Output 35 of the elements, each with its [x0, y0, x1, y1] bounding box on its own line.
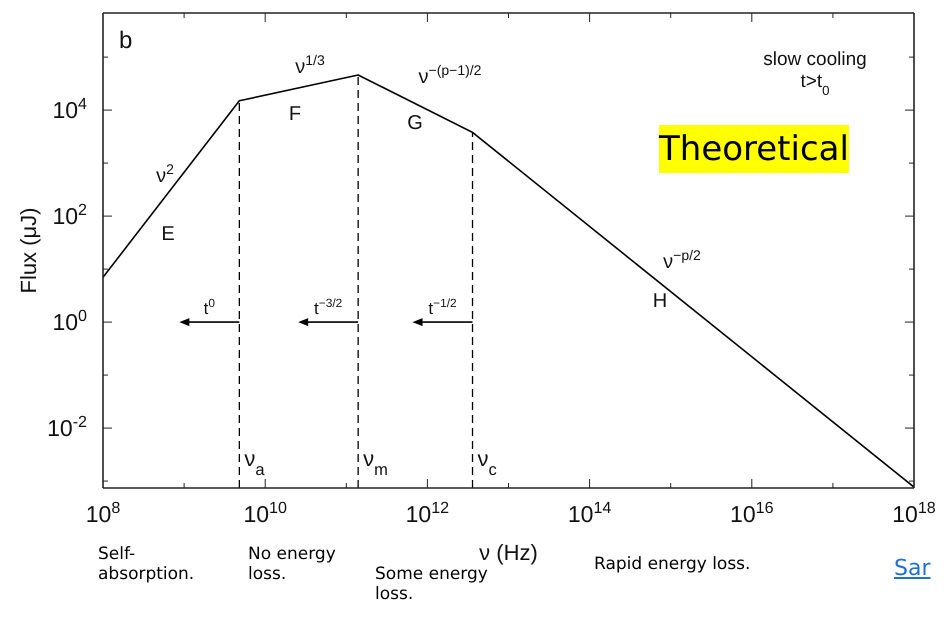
y-tick-label: 10$^{2}$ — [52, 201, 88, 230]
annotation: Theoretical — [659, 125, 849, 173]
x-axis-title: ν (Hz) — [479, 540, 538, 565]
annotation: ν$^{1/3}$ — [295, 52, 325, 78]
annotation: b — [119, 27, 132, 54]
annotation: ν$^{2}$ — [156, 161, 174, 187]
x-tick-label: 10$^{18}$ — [892, 499, 936, 527]
text: Self-absorption. — [98, 544, 194, 584]
annotation: E — [161, 223, 175, 245]
text: Sar — [894, 556, 930, 581]
ref-line-label: ν$_{m}$ — [363, 446, 388, 479]
annotation: slow cooling — [763, 49, 867, 70]
annotation: ν$^{−p/2}$ — [663, 247, 702, 273]
y-tick-label: 10$^{4}$ — [52, 95, 88, 124]
ref-line-label: ν$_{a}$ — [244, 446, 266, 479]
x-tick-label: 10$^{10}$ — [243, 499, 287, 527]
text: Some energy loss. — [375, 564, 488, 604]
annotation: H — [652, 290, 668, 312]
x-tick-label: 10$^{16}$ — [730, 499, 774, 527]
annotation: t$^{0}$ — [204, 296, 216, 318]
annotation: t$^{−1/2}$ — [428, 296, 457, 318]
annotation: F — [288, 103, 302, 125]
annotation: ν$^{−(p−1)/2}$ — [418, 62, 482, 88]
x-tick-label: 10$^{12}$ — [406, 499, 450, 527]
y-tick-label: 10$^{-2}$ — [47, 413, 88, 442]
y-axis-title: Flux (μJ) — [16, 207, 41, 294]
ref-line-label: ν$_{c}$ — [478, 446, 497, 479]
text: Rapid energy loss. — [594, 554, 750, 574]
x-tick-label: 10$^{14}$ — [568, 499, 612, 527]
x-tick-label: 10$^{8}$ — [86, 499, 120, 527]
text: No energy loss. — [248, 544, 336, 584]
annotation: G — [407, 112, 423, 134]
annotation: t$^{−3/2}$ — [314, 296, 343, 318]
y-tick-label: 10$^{0}$ — [52, 307, 88, 336]
annotation: t>t$_{0}$ — [800, 71, 830, 98]
